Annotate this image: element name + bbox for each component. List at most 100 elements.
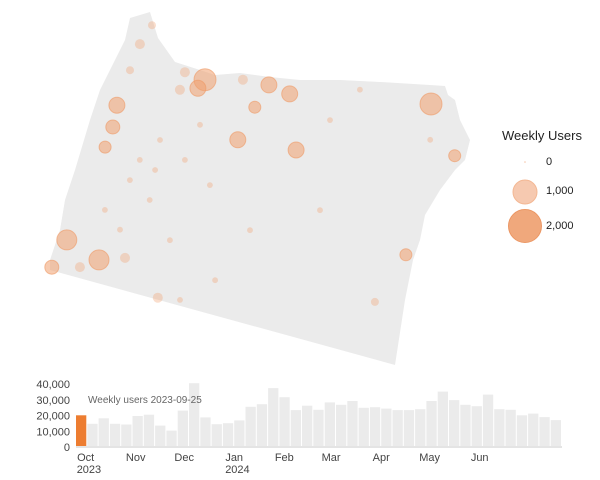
bar-week-29[interactable]: [403, 410, 415, 447]
x-tick-month: Jan: [225, 452, 243, 464]
bar-week-30[interactable]: [415, 409, 426, 447]
bubble[interactable]: [448, 149, 462, 163]
bar-week-12[interactable]: [211, 424, 222, 447]
x-tick-year: 2023: [77, 464, 101, 476]
bar-week-6[interactable]: [143, 414, 155, 447]
bar-week-26[interactable]: [369, 407, 381, 447]
bar-week-0[interactable]: [76, 415, 87, 447]
bar-week-25[interactable]: [358, 407, 369, 447]
bubble[interactable]: [108, 96, 126, 114]
bar-week-11[interactable]: [200, 417, 211, 447]
bubble[interactable]: [281, 85, 299, 103]
bubble[interactable]: [212, 277, 219, 284]
bubble[interactable]: [419, 92, 443, 116]
bar-week-40[interactable]: [528, 413, 539, 447]
bar-week-42[interactable]: [550, 420, 561, 447]
bubble[interactable]: [146, 197, 153, 203]
bar-week-31[interactable]: [426, 401, 437, 447]
bar-week-24[interactable]: [347, 401, 358, 447]
bubble[interactable]: [357, 86, 363, 93]
bar-week-21[interactable]: [313, 409, 324, 447]
x-tick-month: Feb: [275, 452, 294, 464]
bar-week-9[interactable]: [177, 410, 188, 447]
bubble[interactable]: [126, 177, 133, 184]
x-tick-month: Dec: [174, 452, 194, 464]
bar-week-32[interactable]: [437, 391, 448, 447]
bubble[interactable]: [229, 131, 247, 149]
bubble[interactable]: [182, 157, 188, 163]
y-axis: 0 10,000 20,000 30,000 40,000: [36, 379, 70, 454]
bar-week-14[interactable]: [234, 420, 245, 447]
bubble[interactable]: [167, 237, 173, 244]
bar-week-23[interactable]: [336, 404, 347, 447]
bar-week-10[interactable]: [189, 383, 200, 447]
x-tick-month: Apr: [373, 452, 390, 464]
bar-week-18[interactable]: [279, 397, 290, 447]
bubble[interactable]: [88, 249, 110, 271]
x-tick-month: May: [419, 452, 440, 464]
bar-week-33[interactable]: [449, 400, 460, 447]
bubble[interactable]: [148, 21, 156, 30]
bar-week-2[interactable]: [98, 418, 109, 447]
bar-week-41[interactable]: [539, 417, 550, 447]
bubble[interactable]: [177, 297, 183, 303]
bubble[interactable]: [136, 157, 143, 163]
bar-week-15[interactable]: [245, 406, 256, 447]
bubble[interactable]: [102, 207, 108, 213]
bar-week-13[interactable]: [222, 423, 234, 447]
bubble[interactable]: [207, 182, 213, 189]
bars: [76, 383, 561, 447]
bar-week-35[interactable]: [471, 406, 482, 447]
bubble[interactable]: [126, 66, 134, 75]
bar-week-8[interactable]: [166, 430, 177, 447]
bubble[interactable]: [179, 67, 190, 78]
bar-week-37[interactable]: [494, 409, 505, 447]
bubble[interactable]: [427, 136, 434, 143]
bubble[interactable]: [287, 141, 305, 159]
bar-week-28[interactable]: [392, 410, 403, 447]
bar-week-5[interactable]: [132, 416, 143, 447]
bar-week-20[interactable]: [302, 405, 313, 447]
bubble[interactable]: [157, 137, 163, 143]
bubble[interactable]: [247, 227, 253, 234]
bar-week-1[interactable]: [87, 423, 98, 447]
bubble[interactable]: [189, 79, 207, 97]
bubble[interactable]: [117, 226, 123, 233]
bubble[interactable]: [152, 292, 163, 303]
bar-week-7[interactable]: [155, 425, 166, 447]
bar-week-19[interactable]: [290, 410, 301, 447]
size-legend: Weekly Users 0 1,000 2,000: [490, 120, 600, 250]
bubble[interactable]: [399, 248, 413, 262]
y-tick-label: 40,000: [36, 379, 70, 391]
bubble[interactable]: [248, 100, 262, 114]
bar-week-16[interactable]: [256, 404, 268, 447]
bar-week-3[interactable]: [109, 423, 121, 447]
bar-week-39[interactable]: [516, 415, 528, 447]
bubble[interactable]: [197, 121, 203, 128]
bubble[interactable]: [134, 39, 145, 50]
legend-circles: [508, 161, 542, 243]
bar-week-17[interactable]: [268, 388, 279, 447]
bubble[interactable]: [237, 74, 248, 85]
bubble[interactable]: [105, 119, 121, 135]
bar-week-34[interactable]: [460, 404, 471, 447]
bubble[interactable]: [174, 84, 185, 95]
bubble[interactable]: [74, 262, 85, 273]
y-tick-label: 20,000: [36, 411, 70, 423]
bubble[interactable]: [56, 229, 78, 251]
bubble[interactable]: [152, 167, 159, 173]
bubble[interactable]: [44, 259, 60, 275]
bar-week-27[interactable]: [381, 408, 392, 447]
oregon-bubble-map: [44, 12, 470, 365]
bubble[interactable]: [98, 140, 112, 154]
bubble[interactable]: [120, 252, 130, 263]
bar-week-36[interactable]: [482, 394, 494, 447]
bubble[interactable]: [327, 117, 333, 123]
bar-week-4[interactable]: [121, 424, 132, 448]
bar-week-22[interactable]: [324, 402, 335, 447]
bubble[interactable]: [260, 76, 278, 94]
bubble[interactable]: [370, 297, 379, 306]
bar-week-38[interactable]: [505, 409, 516, 447]
bubble[interactable]: [317, 207, 323, 214]
legend-title: Weekly Users: [502, 128, 582, 143]
